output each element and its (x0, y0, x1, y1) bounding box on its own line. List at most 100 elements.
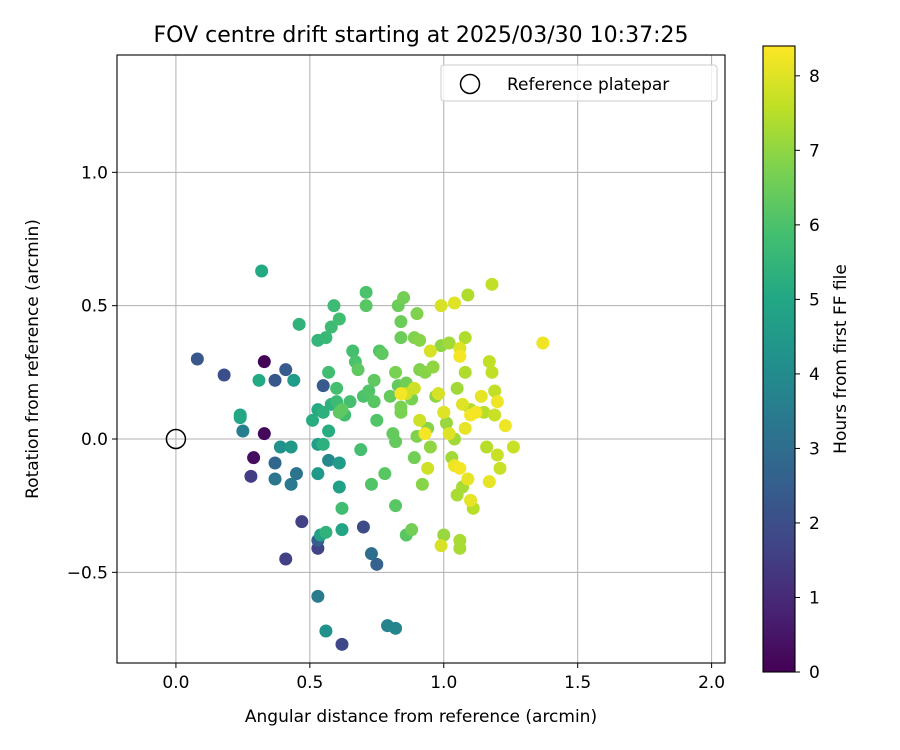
data-point (319, 624, 333, 638)
colorbar-ticks: 0 1 2 3 4 5 6 7 8 (795, 67, 820, 683)
data-point (322, 453, 336, 467)
colorbar-tick-label: 7 (809, 141, 820, 161)
data-point (335, 403, 349, 417)
colorbar-tick-label: 8 (809, 67, 820, 87)
data-point (407, 451, 421, 465)
y-axis-label: Rotation from reference (arcmin) (23, 219, 43, 499)
data-point (370, 557, 384, 571)
legend: Reference platepar (440, 64, 718, 102)
y-tick-label: −0.5 (67, 563, 108, 583)
data-point (367, 395, 381, 409)
data-point (319, 525, 333, 539)
data-point (378, 467, 392, 481)
y-tick-label: 1.0 (81, 163, 108, 183)
data-point (458, 365, 472, 379)
data-point (332, 456, 346, 470)
data-point (415, 477, 429, 491)
data-point (273, 440, 287, 454)
data-point (421, 461, 435, 475)
data-point (389, 365, 403, 379)
data-point (257, 427, 271, 441)
data-point (493, 461, 507, 475)
y-axis-ticks: −0.5 0.0 0.5 1.0 (67, 163, 117, 583)
data-point (346, 344, 360, 358)
colorbar-tick-label: 2 (809, 514, 820, 534)
chart-title: FOV centre drift starting at 2025/03/30 … (154, 23, 689, 48)
data-point (485, 365, 499, 379)
colorbar-tick-label: 3 (809, 439, 820, 459)
x-tick-label: 0.0 (162, 673, 189, 693)
data-point (434, 539, 448, 553)
data-point (413, 333, 427, 347)
data-point (247, 451, 261, 465)
colorbar-fill (763, 46, 795, 672)
data-point (407, 381, 421, 395)
data-point (244, 469, 258, 483)
data-point (268, 472, 282, 486)
data-point (410, 307, 424, 321)
data-point (233, 411, 247, 425)
data-point (255, 264, 269, 278)
colorbar-tick-label: 5 (809, 290, 820, 310)
data-point (423, 440, 437, 454)
colorbar: 0 1 2 3 4 5 6 7 8 Hours from first FF file (762, 45, 851, 683)
x-tick-label: 1.0 (430, 673, 457, 693)
data-point (453, 349, 467, 363)
data-point (311, 589, 325, 603)
data-point (488, 408, 502, 422)
data-point (394, 331, 408, 345)
data-point (190, 352, 204, 366)
data-point (458, 421, 472, 435)
y-tick-label: 0.0 (81, 430, 108, 450)
data-point (394, 400, 408, 414)
legend-marker-icon (459, 73, 481, 95)
data-point (330, 381, 344, 395)
data-point (397, 291, 411, 305)
data-point (289, 467, 303, 481)
data-point (268, 456, 282, 470)
data-points (190, 264, 550, 651)
x-tick-label: 1.5 (564, 673, 591, 693)
data-point (498, 419, 512, 433)
data-point (319, 331, 333, 345)
data-point (450, 381, 464, 395)
data-point (322, 365, 336, 379)
data-point (488, 384, 502, 398)
data-point (364, 477, 378, 491)
data-point (453, 541, 467, 555)
data-point (279, 363, 293, 377)
x-axis-ticks: 0.0 0.5 1.0 1.5 2.0 (162, 663, 725, 693)
data-point (343, 395, 357, 409)
colorbar-tick-label: 0 (809, 663, 820, 683)
grid-lines (117, 55, 725, 663)
data-point (490, 395, 504, 409)
data-point (351, 363, 365, 377)
data-point (434, 299, 448, 313)
data-point (453, 461, 467, 475)
data-point (322, 424, 336, 438)
data-point (367, 373, 381, 387)
data-point (482, 355, 496, 369)
data-point (311, 467, 325, 481)
data-point (306, 413, 320, 427)
data-point (474, 389, 488, 403)
data-point (354, 443, 368, 457)
data-point (327, 299, 341, 313)
data-point (469, 405, 483, 419)
data-point (356, 520, 370, 534)
data-point (389, 499, 403, 513)
data-point (316, 379, 330, 393)
data-point (394, 315, 408, 329)
data-point (257, 355, 271, 369)
y-tick-label: 0.5 (81, 297, 108, 317)
data-point (252, 373, 266, 387)
data-point (394, 387, 408, 401)
x-axis-label: Angular distance from reference (arcmin) (245, 707, 597, 727)
data-point (335, 523, 349, 537)
x-tick-label: 2.0 (698, 673, 725, 693)
data-point (236, 424, 250, 438)
colorbar-tick-label: 1 (809, 588, 820, 608)
colorbar-tick-label: 6 (809, 216, 820, 236)
data-point (461, 288, 475, 302)
